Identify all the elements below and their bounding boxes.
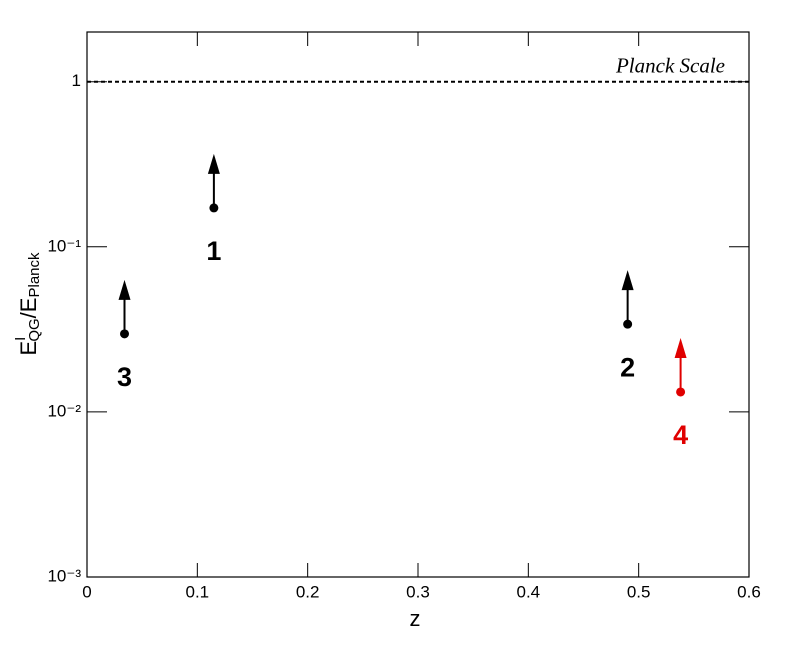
y-axis-label: EIQG/EPlanck [12, 252, 43, 356]
y-axis-label-part: /E [16, 298, 41, 319]
x-tick-label: 0.2 [296, 582, 320, 601]
plot-frame [86, 31, 750, 578]
y-axis-label-part: Planck [26, 252, 43, 298]
y-tick-label: 10⁻³ [47, 566, 81, 585]
limit-arrowhead [118, 279, 131, 300]
point-label: 2 [620, 352, 635, 382]
y-tick-label: 1 [72, 71, 81, 90]
x-tick-label: 0.6 [737, 582, 761, 601]
y-axis-label-part: I [12, 337, 29, 341]
point-label: 3 [117, 362, 132, 392]
point [623, 319, 633, 329]
limit-arrowhead [621, 270, 634, 291]
limit-arrowhead [674, 337, 687, 358]
point [120, 329, 130, 339]
y-axis-label-part: QG [26, 318, 43, 341]
x-axis-label: z [410, 606, 421, 631]
x-tick-label: 0 [82, 582, 91, 601]
point [676, 387, 686, 397]
reference-label: Planck Scale [615, 54, 725, 78]
point [209, 203, 219, 213]
x-tick-label: 0.4 [517, 582, 541, 601]
x-tick-label: 0.5 [627, 582, 651, 601]
x-tick-label: 0.1 [186, 582, 210, 601]
point-label: 4 [673, 420, 688, 450]
y-tick-label: 10⁻¹ [47, 236, 81, 255]
y-tick-label: 10⁻² [47, 401, 81, 420]
x-tick-label: 0.3 [406, 582, 430, 601]
y-axis-label-part: E [16, 341, 41, 356]
limit-arrowhead [207, 153, 220, 174]
point-label: 1 [206, 236, 221, 266]
